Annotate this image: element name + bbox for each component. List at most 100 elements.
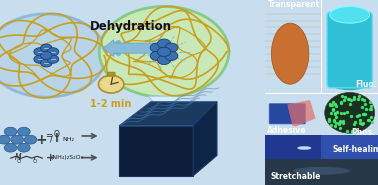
Text: 1-2 min: 1-2 min [90, 99, 132, 109]
Circle shape [325, 92, 375, 133]
Text: =: = [45, 132, 53, 140]
Point [357, 119, 363, 122]
Circle shape [17, 127, 30, 136]
Point [348, 115, 354, 118]
Point [337, 119, 343, 122]
FancyBboxPatch shape [265, 159, 378, 185]
FancyBboxPatch shape [269, 104, 305, 124]
Point [327, 103, 333, 106]
Polygon shape [119, 102, 217, 126]
Point [326, 117, 332, 120]
Circle shape [157, 47, 170, 56]
Point [332, 112, 338, 115]
Point [366, 119, 372, 122]
FancyBboxPatch shape [107, 72, 115, 76]
Point [344, 111, 350, 114]
Point [328, 112, 334, 115]
Circle shape [4, 143, 17, 152]
Polygon shape [193, 102, 217, 176]
Circle shape [24, 135, 37, 144]
Point [367, 101, 373, 104]
Point [338, 111, 344, 114]
Circle shape [34, 48, 45, 56]
Point [329, 104, 335, 107]
Point [333, 122, 339, 125]
Circle shape [0, 135, 10, 144]
Circle shape [99, 6, 229, 97]
Point [330, 101, 336, 104]
Ellipse shape [293, 167, 350, 175]
Text: Dehydration: Dehydration [90, 20, 172, 33]
Circle shape [297, 147, 311, 149]
Point [332, 102, 338, 105]
Point [359, 122, 366, 125]
Point [351, 98, 357, 101]
Point [332, 125, 338, 128]
Point [351, 122, 357, 125]
Circle shape [157, 39, 170, 48]
Text: O: O [16, 159, 21, 164]
Circle shape [165, 43, 178, 52]
Point [360, 112, 366, 115]
Point [330, 107, 336, 110]
Point [346, 98, 352, 101]
Text: +: + [35, 133, 47, 147]
Text: O: O [32, 159, 37, 164]
Point [341, 112, 347, 115]
Polygon shape [287, 100, 316, 128]
Point [355, 98, 361, 101]
Circle shape [157, 55, 170, 65]
Circle shape [165, 51, 178, 60]
Text: Phos.: Phos. [351, 128, 375, 137]
Point [336, 122, 342, 125]
Point [331, 119, 337, 122]
Text: M: M [15, 153, 22, 162]
Point [368, 115, 374, 118]
Circle shape [40, 44, 52, 52]
Ellipse shape [330, 76, 369, 90]
Circle shape [150, 51, 163, 60]
Text: Transparent: Transparent [267, 0, 320, 9]
Text: Self-healing: Self-healing [333, 145, 378, 154]
FancyArrow shape [103, 40, 159, 56]
Point [354, 115, 360, 118]
Point [328, 124, 335, 127]
Text: (NH₄)₂S₂O₈: (NH₄)₂S₂O₈ [51, 155, 84, 160]
Polygon shape [119, 126, 193, 176]
Text: Stretchable: Stretchable [270, 172, 321, 181]
FancyBboxPatch shape [321, 135, 378, 161]
Point [368, 107, 374, 110]
Point [337, 120, 343, 123]
Circle shape [40, 59, 52, 67]
Point [359, 123, 365, 126]
Circle shape [4, 127, 17, 136]
Point [351, 128, 357, 131]
Point [359, 97, 365, 100]
Circle shape [0, 14, 106, 97]
Text: /: / [50, 135, 53, 144]
Circle shape [47, 55, 59, 63]
Point [336, 122, 342, 125]
Point [352, 120, 358, 123]
FancyBboxPatch shape [327, 12, 372, 88]
Text: Fluo.: Fluo. [355, 80, 377, 89]
Point [364, 118, 370, 121]
FancyBboxPatch shape [265, 135, 321, 161]
Point [357, 122, 363, 125]
Polygon shape [148, 96, 180, 115]
Point [369, 120, 375, 123]
Text: Adhesive: Adhesive [267, 126, 307, 135]
Point [341, 99, 347, 102]
Ellipse shape [330, 6, 369, 23]
Circle shape [150, 43, 163, 52]
Point [361, 113, 367, 116]
Circle shape [34, 55, 45, 63]
Point [333, 116, 339, 119]
Point [349, 131, 355, 134]
Point [359, 106, 365, 109]
Point [340, 122, 346, 125]
Point [356, 94, 362, 97]
Point [362, 103, 368, 106]
Point [325, 119, 332, 122]
Point [367, 108, 373, 111]
